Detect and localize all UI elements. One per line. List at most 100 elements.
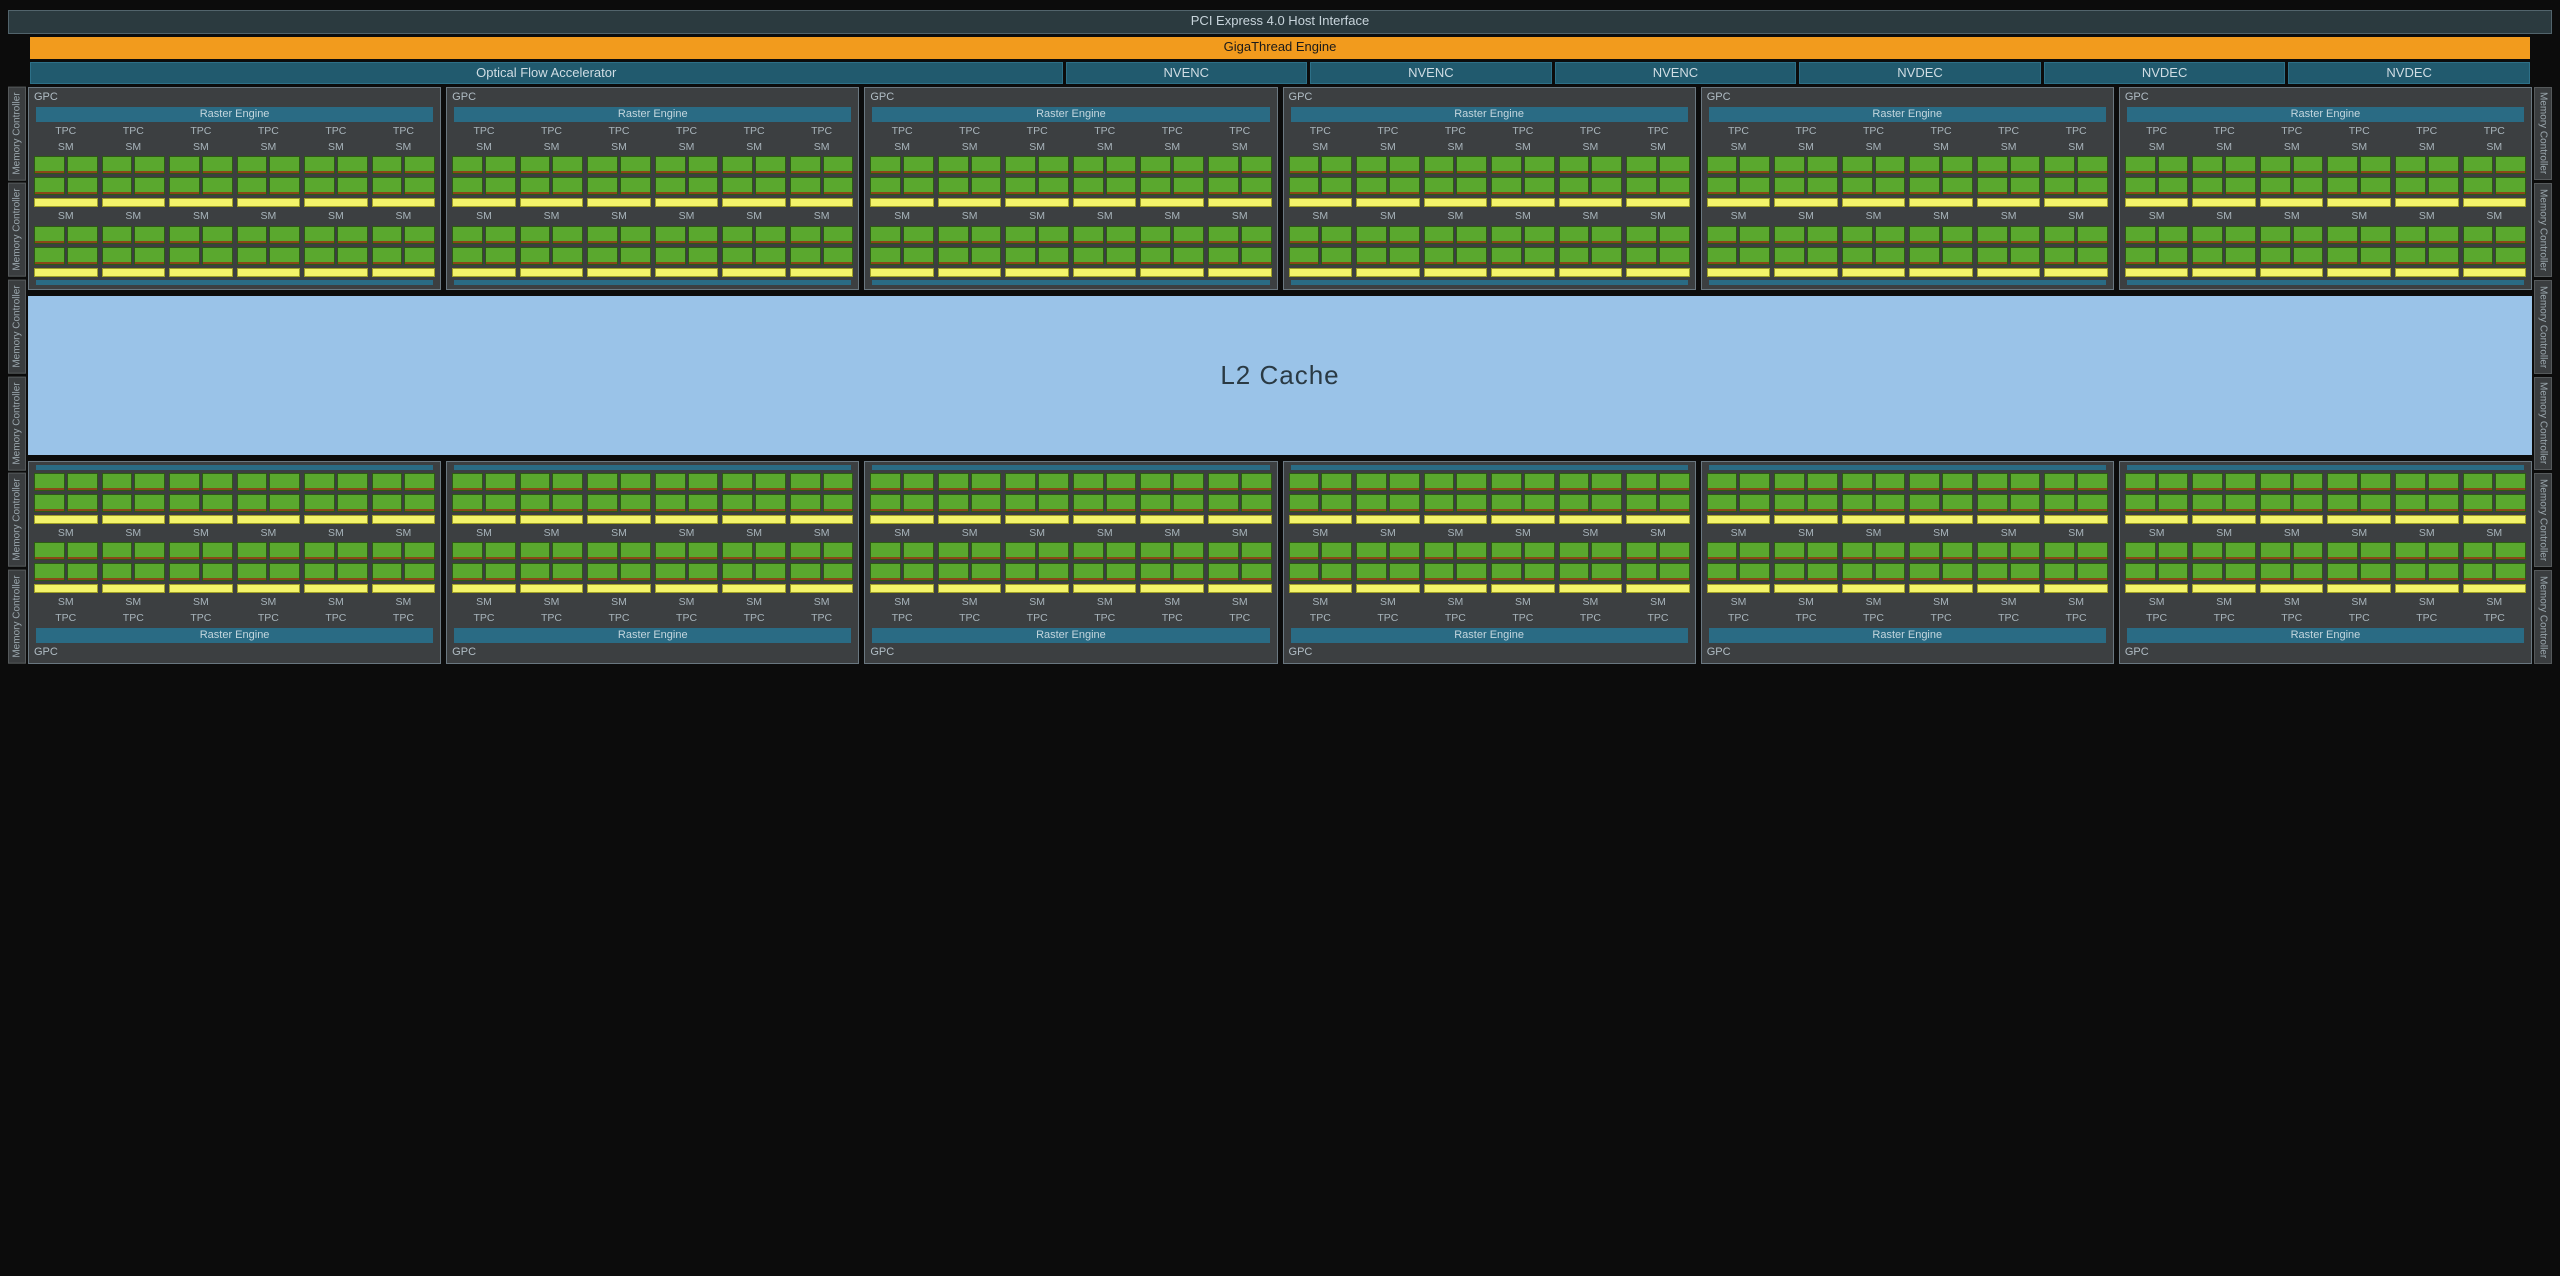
cuda-half: [1491, 473, 1522, 491]
cuda-half: [755, 247, 786, 265]
rt-core-block: [1774, 515, 1838, 524]
cuda-core-block: [169, 247, 233, 265]
cuda-half: [688, 563, 719, 581]
tpc-label-row: TPCTPCTPCTPCTPCTPC: [452, 612, 853, 625]
tpc-label-row: TPCTPCTPCTPCTPCTPC: [1289, 125, 1690, 138]
cuda-core-block: [2463, 494, 2527, 512]
sm-unit: [1005, 226, 1069, 277]
cuda-half: [1559, 542, 1590, 560]
cuda-half: [1739, 247, 1770, 265]
sm-unit: [1842, 156, 1906, 207]
tpc-label: TPC: [1626, 125, 1690, 138]
sm-unit: [34, 473, 98, 524]
cuda-half: [1321, 473, 1352, 491]
cuda-half: [404, 226, 435, 244]
sm-label: SM: [1626, 527, 1690, 540]
rt-core-block: [870, 584, 934, 593]
rt-core-block: [304, 198, 368, 207]
cuda-half: [269, 563, 300, 581]
sm-unit: [2395, 542, 2459, 593]
cuda-half: [688, 494, 719, 512]
cuda-half: [1389, 226, 1420, 244]
cuda-core-block: [2463, 177, 2527, 195]
rt-core-block: [1005, 515, 1069, 524]
sm-label: SM: [655, 210, 719, 223]
sm-label: SM: [1559, 141, 1623, 154]
cuda-half: [2327, 156, 2358, 174]
cuda-core-block: [2044, 473, 2108, 491]
cuda-core-block: [452, 494, 516, 512]
cuda-half: [1389, 247, 1420, 265]
tpc-label: TPC: [1356, 125, 1420, 138]
sm-label-row: SMSMSMSMSMSM: [452, 527, 853, 540]
sm-unit: [655, 156, 719, 207]
sm-label: SM: [722, 210, 786, 223]
cuda-half: [2225, 473, 2256, 491]
rt-core-block: [34, 515, 98, 524]
rt-core-block: [34, 268, 98, 277]
cuda-half: [169, 247, 200, 265]
sm-unit: [169, 473, 233, 524]
sm-unit: [587, 226, 651, 277]
sm-unit: [2327, 542, 2391, 593]
cuda-half: [2260, 563, 2291, 581]
l2-cache: L2 Cache: [28, 296, 2532, 455]
memory-controller: Memory Controller: [2534, 87, 2552, 181]
cuda-half: [938, 563, 969, 581]
cuda-half: [903, 156, 934, 174]
cuda-half: [2428, 156, 2459, 174]
cuda-half: [304, 156, 335, 174]
sm-label: SM: [1491, 527, 1555, 540]
sm-unit: [1208, 156, 1272, 207]
gpc: GPCRaster EngineTPCTPCTPCTPCTPCTPCSMSMSM…: [28, 87, 441, 290]
cuda-half: [1977, 177, 2008, 195]
cuda-half: [1909, 494, 1940, 512]
cuda-half: [823, 563, 854, 581]
cuda-half: [237, 542, 268, 560]
cuda-half: [1807, 247, 1838, 265]
sm-label: SM: [520, 596, 584, 609]
cuda-half: [404, 494, 435, 512]
tpc-label: TPC: [34, 612, 98, 625]
cuda-half: [870, 247, 901, 265]
cuda-half: [587, 247, 618, 265]
cuda-half: [620, 247, 651, 265]
cuda-half: [1173, 473, 1204, 491]
rt-core-block: [2044, 515, 2108, 524]
cuda-half: [452, 563, 483, 581]
sm-label: SM: [452, 527, 516, 540]
tpc-label-row: TPCTPCTPCTPCTPCTPC: [1707, 612, 2108, 625]
sm-unit: [1424, 226, 1488, 277]
cuda-half: [823, 473, 854, 491]
cuda-half: [1038, 156, 1069, 174]
cuda-core-block: [722, 177, 786, 195]
rt-core-block: [870, 198, 934, 207]
cuda-half: [2044, 156, 2075, 174]
cuda-half: [2395, 542, 2426, 560]
cuda-core-block: [1208, 542, 1272, 560]
cuda-core-block: [1208, 226, 1272, 244]
cuda-half: [237, 177, 268, 195]
cuda-half: [520, 494, 551, 512]
sm-unit: [1491, 542, 1555, 593]
gpc: GPCRaster EngineTPCTPCTPCTPCTPCTPCSMSMSM…: [864, 461, 1277, 664]
cuda-core-block: [1005, 563, 1069, 581]
cuda-half: [2158, 226, 2189, 244]
cuda-half: [1707, 473, 1738, 491]
cuda-half: [1241, 563, 1272, 581]
cuda-half: [870, 156, 901, 174]
cuda-half: [1140, 542, 1171, 560]
rt-core-block: [372, 198, 436, 207]
sm-label: SM: [870, 210, 934, 223]
cuda-half: [2158, 563, 2189, 581]
sm-unit: [2125, 473, 2189, 524]
sm-label: SM: [1977, 210, 2041, 223]
cuda-core-block: [1424, 563, 1488, 581]
cuda-half: [755, 542, 786, 560]
tpc-label: TPC: [655, 125, 719, 138]
cuda-half: [1073, 247, 1104, 265]
cuda-half: [337, 563, 368, 581]
memory-controller: Memory Controller: [8, 377, 26, 471]
sm-unit: [520, 542, 584, 593]
sm-label: SM: [1289, 596, 1353, 609]
